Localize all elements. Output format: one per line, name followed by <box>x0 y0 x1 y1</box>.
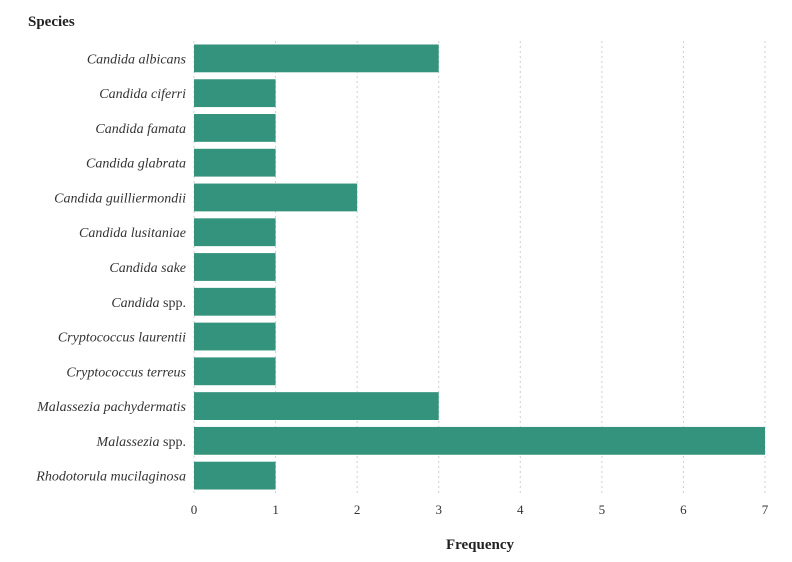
bar <box>194 183 358 212</box>
bar <box>194 287 276 316</box>
x-tick-label: 1 <box>272 502 279 517</box>
bar <box>194 253 276 281</box>
bar <box>194 114 276 142</box>
bar <box>194 461 276 490</box>
category-label: Cryptococcus terreus <box>66 365 186 380</box>
x-tick-label: 6 <box>680 502 687 517</box>
category-label: Candida sake <box>109 261 186 276</box>
category-label: Candida glabrata <box>86 157 186 172</box>
category-label: Candida famata <box>95 122 186 137</box>
x-tick-label: 3 <box>435 502 442 517</box>
bar <box>194 44 439 73</box>
category-label: Candida ciferri <box>99 87 186 102</box>
category-label: Malassezia pachydermatis <box>36 400 186 415</box>
category-label: Rhodotorula mucilaginosa <box>35 470 186 485</box>
y-axis-title: Species <box>28 14 75 30</box>
bar <box>194 218 276 247</box>
bar <box>194 392 439 420</box>
grid-lines <box>193 41 766 493</box>
bars <box>194 44 765 490</box>
bar <box>194 357 276 386</box>
x-tick-label: 7 <box>762 502 769 517</box>
bar <box>194 322 276 351</box>
category-labels: Candida albicans Candida ciferri Candida f… <box>35 52 186 484</box>
category-label: Candida albicans <box>87 52 187 67</box>
x-tick-label: 0 <box>191 502 198 517</box>
bar <box>194 426 765 455</box>
x-tick-label: 5 <box>599 502 606 517</box>
category-label: Candida spp. <box>111 296 186 311</box>
x-axis-title: Frequency <box>446 537 515 553</box>
x-tick-label: 4 <box>517 502 524 517</box>
category-label: Cryptococcus laurentii <box>58 331 186 346</box>
category-label: Malassezia spp. <box>96 435 186 450</box>
category-label: Candida guilliermondii <box>54 191 186 206</box>
bar <box>194 79 276 108</box>
category-label: Candida lusitaniae <box>79 226 186 241</box>
bar <box>194 148 276 177</box>
x-tick-labels: 0 1 2 3 4 5 6 7 <box>191 502 769 517</box>
x-tick-label: 2 <box>354 502 361 517</box>
